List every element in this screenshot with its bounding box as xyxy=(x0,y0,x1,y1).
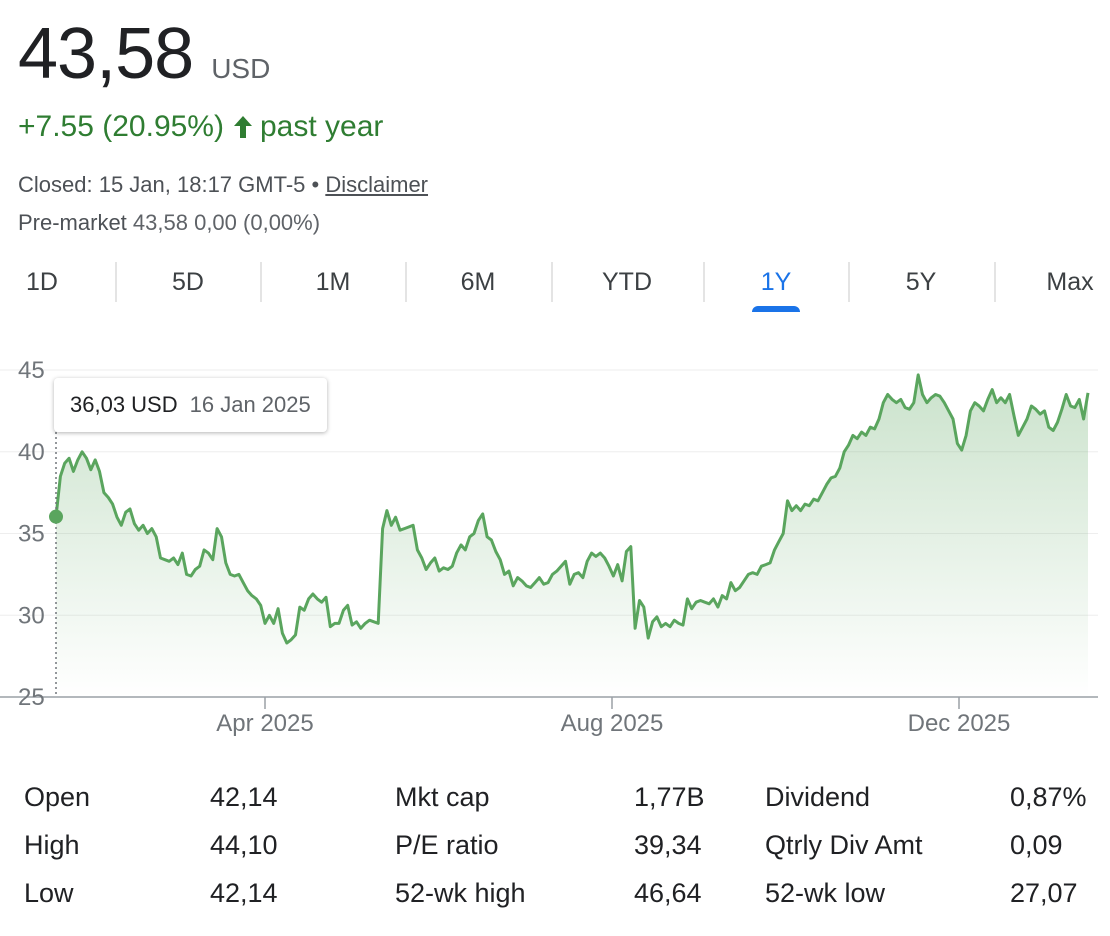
stat-label: 52-wk low xyxy=(765,878,886,908)
tooltip-value: 36,03 USD xyxy=(70,392,178,417)
tab-6m[interactable]: 6M xyxy=(460,268,496,296)
tab-ytd[interactable]: YTD xyxy=(602,268,652,296)
premarket-label: Pre-market xyxy=(18,210,127,235)
stats-row: Open 42,14 Mkt cap 1,77B Dividend 0,87% xyxy=(24,782,1094,822)
tooltip-date: 16 Jan 2025 xyxy=(189,392,311,417)
current-price: 43,58 xyxy=(18,14,194,94)
tab-1d[interactable]: 1D xyxy=(26,268,58,296)
tab-divider xyxy=(405,262,407,302)
active-tab-indicator xyxy=(752,306,800,312)
stat-label: Open xyxy=(24,782,91,812)
stat-label: 52-wk high xyxy=(395,878,526,908)
stat-label: Mkt cap xyxy=(395,782,490,812)
arrow-up-icon xyxy=(233,116,252,138)
tab-divider xyxy=(703,262,705,302)
change-amount: +7.55 (20.95%) xyxy=(18,110,224,143)
tab-divider xyxy=(260,262,262,302)
closed-text: Closed: 15 Jan, 18:17 GMT-5 • xyxy=(18,172,320,197)
tab-divider xyxy=(551,262,553,302)
y-tick-label: 40 xyxy=(18,439,45,466)
tab-divider xyxy=(994,262,996,302)
y-tick-label: 45 xyxy=(18,357,45,384)
market-status: Closed: 15 Jan, 18:17 GMT-5 • Disclaimer xyxy=(18,172,428,198)
disclaimer-link[interactable]: Disclaimer xyxy=(325,172,429,197)
change-period: past year xyxy=(259,110,384,143)
stat-value: 27,07 xyxy=(1010,878,1078,908)
stat-label: Low xyxy=(24,878,74,908)
price-tooltip: 36,03 USD 16 Jan 2025 xyxy=(54,378,327,432)
stats-row: High 44,10 P/E ratio 39,34 Qtrly Div Amt… xyxy=(24,830,1094,870)
x-tick-label: Dec 2025 xyxy=(908,710,1011,737)
tab-max[interactable]: Max xyxy=(1046,268,1094,296)
stat-label: Dividend xyxy=(765,782,871,812)
stat-value: 39,34 xyxy=(634,830,702,860)
price-header: 43,58 USD xyxy=(18,18,270,90)
y-tick-label: 30 xyxy=(18,602,45,629)
tab-1y[interactable]: 1Y xyxy=(760,268,792,296)
tab-1m[interactable]: 1M xyxy=(315,268,351,296)
y-tick-label: 35 xyxy=(18,521,45,548)
stat-value: 1,77B xyxy=(634,782,705,812)
price-line xyxy=(54,373,1090,645)
stats-row: Low 42,14 52-wk high 46,64 52-wk low 27,… xyxy=(24,878,1094,918)
price-area-fill xyxy=(56,374,1088,697)
price-change: +7.55 (20.95%) past year xyxy=(18,110,383,144)
stat-label: High xyxy=(24,830,80,860)
tab-5y[interactable]: 5Y xyxy=(905,268,937,296)
stat-value: 44,10 xyxy=(210,830,278,860)
stat-value: 46,64 xyxy=(634,878,702,908)
y-axis-labels: 45 40 35 30 25 xyxy=(18,357,45,711)
tab-divider xyxy=(848,262,850,302)
price-currency: USD xyxy=(211,53,271,84)
stat-label: Qtrly Div Amt xyxy=(765,830,923,860)
stat-value: 0,09 xyxy=(1010,830,1063,860)
premarket-info: Pre-market 43,58 0,00 (0,00%) xyxy=(18,210,320,236)
time-range-tabs: 1D 5D 1M 6M YTD 1Y 5Y Max xyxy=(0,258,1110,314)
hover-point xyxy=(49,509,63,524)
stat-label: P/E ratio xyxy=(395,830,499,860)
x-tick-label: Apr 2025 xyxy=(216,710,313,737)
stat-value: 42,14 xyxy=(210,782,278,812)
tab-divider xyxy=(115,262,117,302)
y-tick-label: 25 xyxy=(18,684,45,711)
x-axis-labels: Apr 2025 Aug 2025 Dec 2025 xyxy=(216,697,1010,737)
tab-5d[interactable]: 5D xyxy=(172,268,204,296)
x-tick-label: Aug 2025 xyxy=(561,710,664,737)
stat-value: 0,87% xyxy=(1010,782,1087,812)
stat-value: 42,14 xyxy=(210,878,278,908)
premarket-value: 43,58 0,00 (0,00%) xyxy=(132,210,321,235)
price-chart[interactable]: 45 40 35 30 25 Apr 2025 Aug 2025 Dec 2025 xyxy=(0,340,1110,750)
